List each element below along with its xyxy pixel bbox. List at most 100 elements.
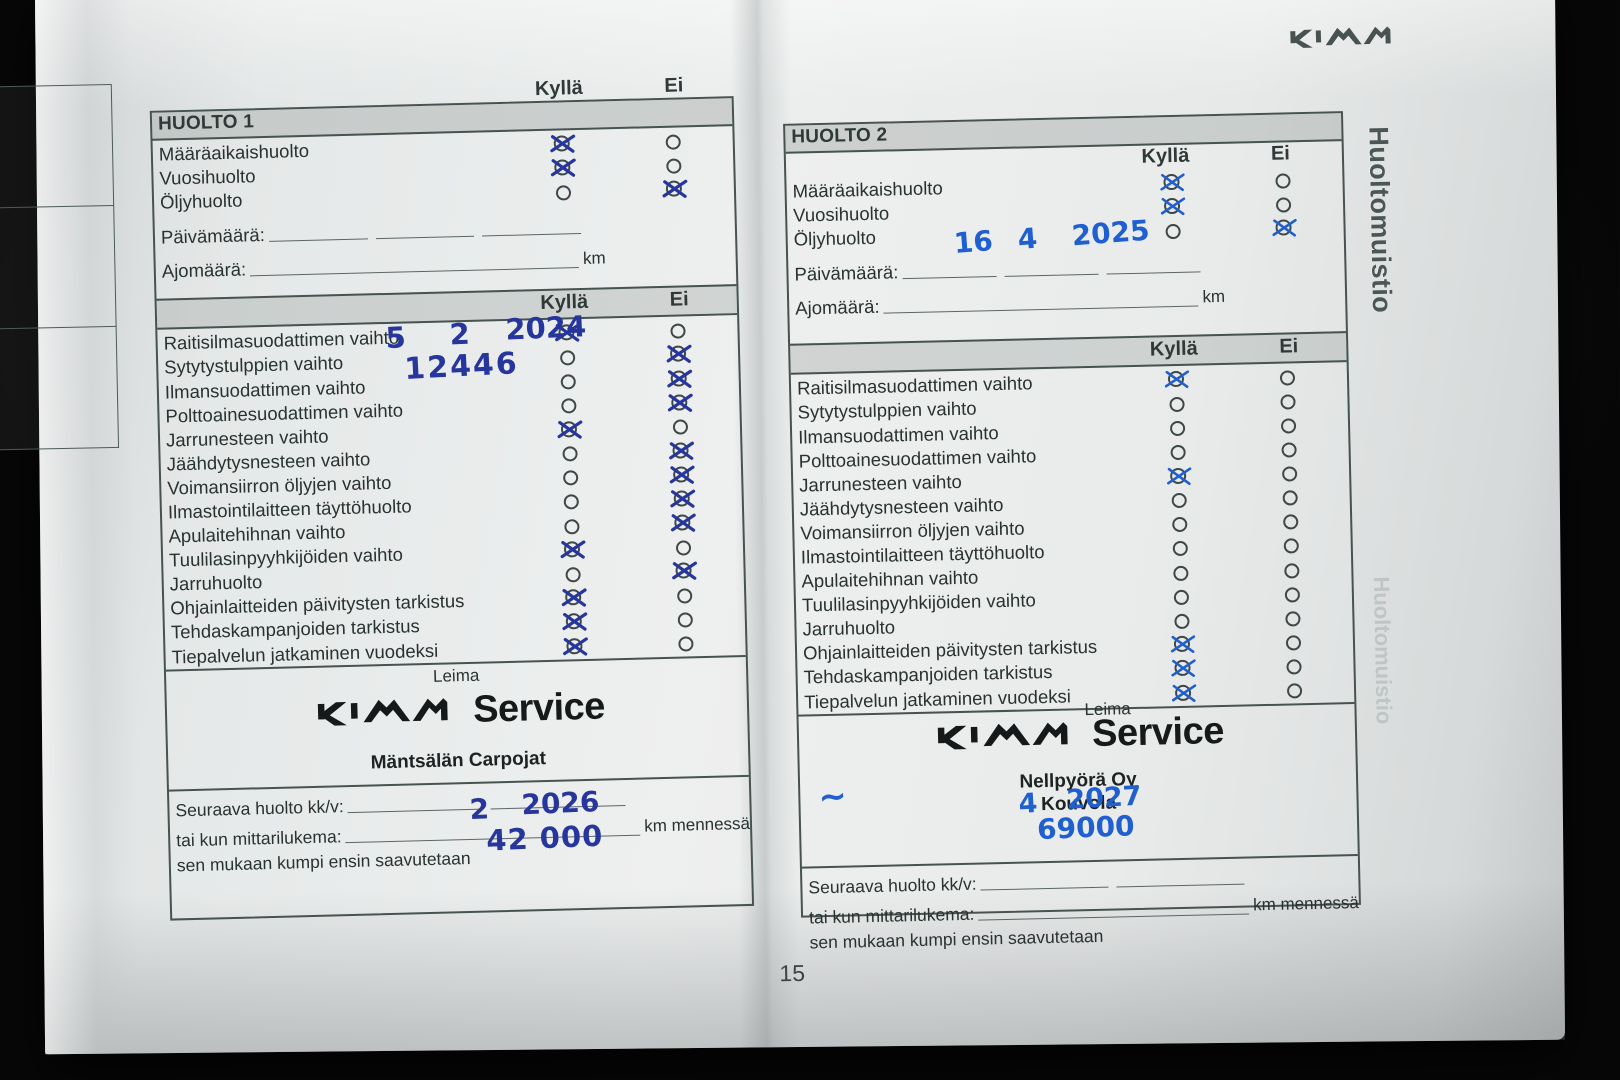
checkbox-empty[interactable] — [1286, 659, 1302, 675]
checkbox-empty[interactable] — [1280, 418, 1297, 434]
checklist-row[interactable]: Raitisilmasuodattimen vaihto — [157, 317, 737, 356]
checkbox-cell-yes[interactable] — [512, 368, 624, 395]
checkbox-cell-no[interactable] — [622, 317, 734, 344]
date-month-line[interactable] — [1004, 258, 1099, 278]
service-type-row[interactable]: Määräaikaishuolto — [153, 128, 733, 167]
checkbox-marked-x[interactable] — [668, 441, 694, 462]
next-service-year-line[interactable] — [1116, 867, 1245, 888]
next-mileage-line[interactable] — [978, 897, 1250, 921]
checkbox-empty[interactable] — [561, 398, 577, 414]
checklist-row[interactable]: Tuulilasinpyyhkijöiden vaihto — [163, 534, 743, 573]
checkbox-marked-x[interactable] — [557, 420, 582, 441]
checkbox-cell-no[interactable] — [629, 582, 741, 609]
mileage-line[interactable] — [249, 251, 580, 277]
checkbox-cell-yes[interactable] — [516, 489, 628, 516]
checkbox-marked-x[interactable] — [1170, 659, 1196, 679]
checklist-row[interactable]: Sytytystulppien vaihto — [158, 341, 738, 380]
checklist-row[interactable]: Ilmastointilaitteen täyttöhuolto — [162, 486, 742, 525]
checkbox-empty[interactable] — [1169, 420, 1186, 437]
checkbox-cell-yes[interactable] — [517, 561, 629, 588]
checkbox-empty[interactable] — [1173, 565, 1189, 581]
checkbox-cell-no[interactable] — [1238, 629, 1350, 656]
checkbox-cell-no[interactable] — [618, 152, 730, 179]
checkbox-cell-no[interactable] — [1238, 654, 1350, 681]
checkbox-cell-yes[interactable] — [506, 131, 618, 158]
checkbox-cell-no[interactable] — [1235, 509, 1347, 536]
checkbox-cell-no[interactable] — [1234, 461, 1346, 488]
checkbox-marked-x[interactable] — [666, 369, 692, 390]
checkbox-cell-yes[interactable] — [519, 633, 631, 660]
checkbox-marked-x[interactable] — [669, 489, 695, 510]
service-type-row[interactable]: Öljyhuolto — [787, 215, 1343, 252]
checkbox-empty[interactable] — [666, 158, 682, 174]
next-service-month-line[interactable] — [347, 793, 483, 814]
checkbox-empty[interactable] — [670, 323, 686, 339]
checkbox-cell-yes[interactable] — [514, 417, 626, 444]
checkbox-empty[interactable] — [564, 518, 580, 535]
mileage-line[interactable] — [883, 289, 1199, 314]
checkbox-empty[interactable] — [555, 184, 572, 201]
checkbox-marked-x[interactable] — [560, 540, 585, 561]
checklist-row[interactable]: Tehdaskampanjoiden tarkistus — [797, 653, 1353, 690]
checkbox-marked-x[interactable] — [561, 612, 587, 633]
checkbox-cell-yes[interactable] — [1125, 536, 1237, 563]
checkbox-empty[interactable] — [1284, 562, 1300, 579]
checkbox-cell-no[interactable] — [1237, 605, 1349, 632]
checklist-row[interactable]: Polttoainesuodattimen vaihto — [159, 390, 739, 429]
checkbox-cell-yes[interactable] — [512, 344, 624, 371]
checkbox-cell-no[interactable] — [1233, 413, 1345, 440]
checkbox-marked-x[interactable] — [670, 513, 696, 534]
checkbox-cell-yes[interactable] — [516, 513, 628, 540]
checkbox-cell-yes[interactable] — [1121, 391, 1233, 418]
checkbox-cell-yes[interactable] — [507, 155, 619, 182]
checkbox-cell-yes[interactable] — [1126, 608, 1238, 635]
checkbox-empty[interactable] — [1283, 514, 1299, 530]
checkbox-cell-no[interactable] — [1237, 581, 1349, 608]
checkbox-marked-x[interactable] — [671, 561, 697, 582]
checkbox-empty[interactable] — [1282, 490, 1298, 506]
checklist-row[interactable]: Jäähdytysnesteen vaihto — [160, 438, 740, 477]
checkbox-empty[interactable] — [1284, 586, 1301, 603]
checklist-row[interactable]: Raitisilmasuodattimen vaihto — [791, 364, 1347, 401]
checkbox-cell-yes[interactable] — [1127, 632, 1239, 659]
checklist-row[interactable]: Tehdaskampanjoiden tarkistus — [165, 606, 745, 645]
checkbox-marked-x[interactable] — [661, 179, 687, 201]
checkbox-cell-no[interactable] — [628, 558, 740, 585]
checkbox-cell-yes[interactable] — [1116, 170, 1228, 197]
checkbox-cell-no[interactable] — [1232, 364, 1344, 391]
checkbox-empty[interactable] — [565, 566, 581, 583]
checkbox-empty[interactable] — [677, 612, 694, 628]
checkbox-cell-yes[interactable] — [508, 179, 620, 206]
checkbox-cell-no[interactable] — [1228, 191, 1340, 218]
checkbox-empty[interactable] — [1286, 683, 1303, 699]
checkbox-empty[interactable] — [1172, 517, 1188, 533]
service-type-row[interactable]: Vuosihuolto — [153, 152, 733, 191]
checkbox-cell-yes[interactable] — [511, 320, 623, 347]
checkbox-empty[interactable] — [1285, 635, 1302, 651]
checkbox-cell-no[interactable] — [630, 631, 742, 658]
checkbox-cell-yes[interactable] — [514, 441, 626, 468]
checkbox-empty[interactable] — [563, 470, 579, 486]
checkbox-cell-no[interactable] — [1233, 437, 1345, 464]
checklist-row[interactable]: Ohjainlaitteiden päivitysten tarkistus — [164, 582, 744, 621]
service-type-row[interactable]: Öljyhuolto — [154, 176, 734, 215]
checkbox-empty[interactable] — [1169, 396, 1185, 413]
date-day-line[interactable] — [902, 260, 997, 280]
checkbox-marked-x[interactable] — [550, 158, 576, 179]
checkbox-cell-no[interactable] — [619, 176, 731, 203]
checkbox-empty[interactable] — [1283, 538, 1299, 555]
date-year-line[interactable] — [481, 217, 582, 237]
checkbox-cell-no[interactable] — [626, 462, 738, 489]
checkbox-empty[interactable] — [1174, 613, 1190, 629]
date-day-line[interactable] — [268, 222, 368, 243]
checkbox-cell-yes[interactable] — [1122, 439, 1234, 466]
checkbox-cell-no[interactable] — [623, 342, 735, 369]
checkbox-empty[interactable] — [1285, 611, 1301, 627]
checkbox-cell-no[interactable] — [1236, 557, 1348, 584]
checkbox-cell-yes[interactable] — [1127, 656, 1239, 683]
checkbox-empty[interactable] — [1165, 223, 1181, 239]
checklist-row[interactable]: Jarrunesteen vaihto — [793, 461, 1349, 498]
checkbox-cell-no[interactable] — [624, 390, 736, 417]
checkbox-cell-no[interactable] — [1239, 678, 1351, 705]
checkbox-empty[interactable] — [1280, 394, 1296, 410]
